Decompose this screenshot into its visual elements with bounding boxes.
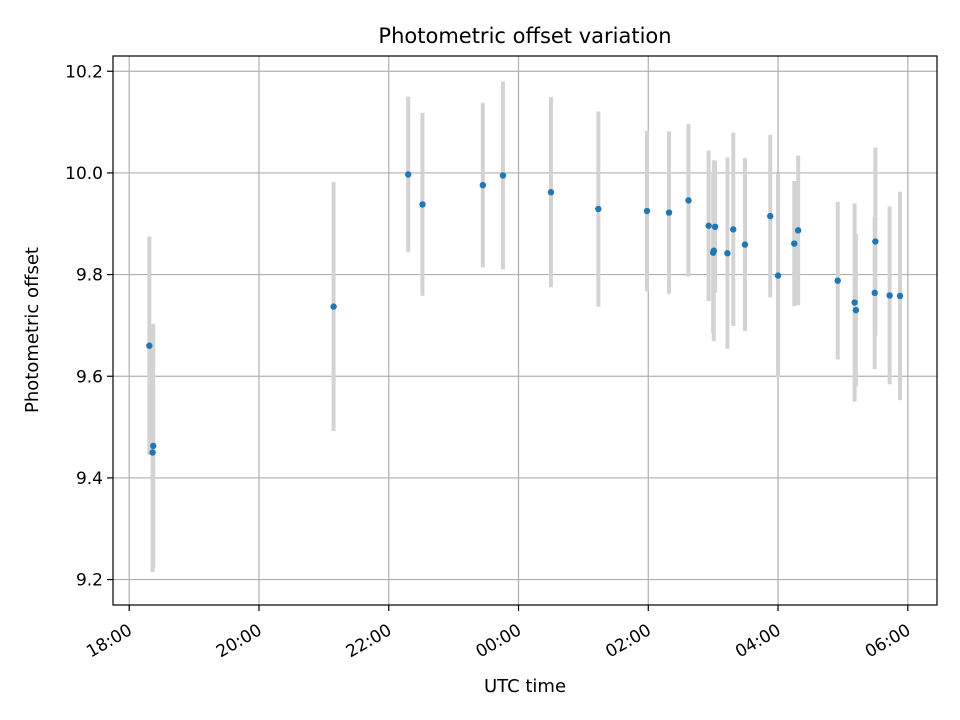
data-point [405, 171, 412, 178]
data-point [774, 272, 782, 279]
data-point [886, 292, 893, 299]
y-axis-ticks: 9.2 9.4 9.6 9.8 10.0 10.2 [65, 62, 113, 591]
data-point [871, 289, 878, 297]
data-point [791, 240, 798, 247]
data-point [146, 342, 153, 349]
chart-title: Photometric offset variation [378, 24, 671, 48]
data-point [150, 442, 157, 450]
data-point [547, 189, 555, 196]
data-point [852, 306, 860, 314]
plot-frame [112, 55, 938, 606]
data-point [724, 250, 731, 257]
data-point [741, 241, 749, 248]
data-point [665, 209, 673, 216]
data-point [330, 303, 337, 310]
data-point [595, 205, 602, 213]
y-tick-label: 9.2 [76, 571, 103, 591]
data-point [896, 292, 904, 300]
data-point [499, 172, 507, 179]
data-point [794, 227, 802, 234]
data-point [685, 197, 692, 204]
data-point [711, 223, 719, 230]
x-axis-label: UTC time [484, 676, 566, 697]
data-point [710, 247, 718, 254]
data-point [479, 181, 487, 189]
data-point [730, 226, 737, 233]
y-tick-label: 9.8 [76, 266, 103, 286]
data-point [851, 299, 858, 306]
data-point [767, 212, 774, 220]
data-point [419, 201, 426, 208]
data-point [834, 277, 841, 284]
data-point [149, 449, 156, 456]
data-point [705, 222, 712, 229]
y-tick-label: 10.0 [65, 164, 103, 184]
data-points [146, 171, 904, 456]
y-tick-label: 9.4 [76, 469, 103, 489]
y-axis-label: Photometric offset [22, 247, 43, 413]
y-tick-label: 10.2 [65, 62, 103, 82]
y-tick-label: 9.6 [76, 367, 103, 387]
data-point [872, 238, 879, 245]
data-point [643, 207, 651, 215]
